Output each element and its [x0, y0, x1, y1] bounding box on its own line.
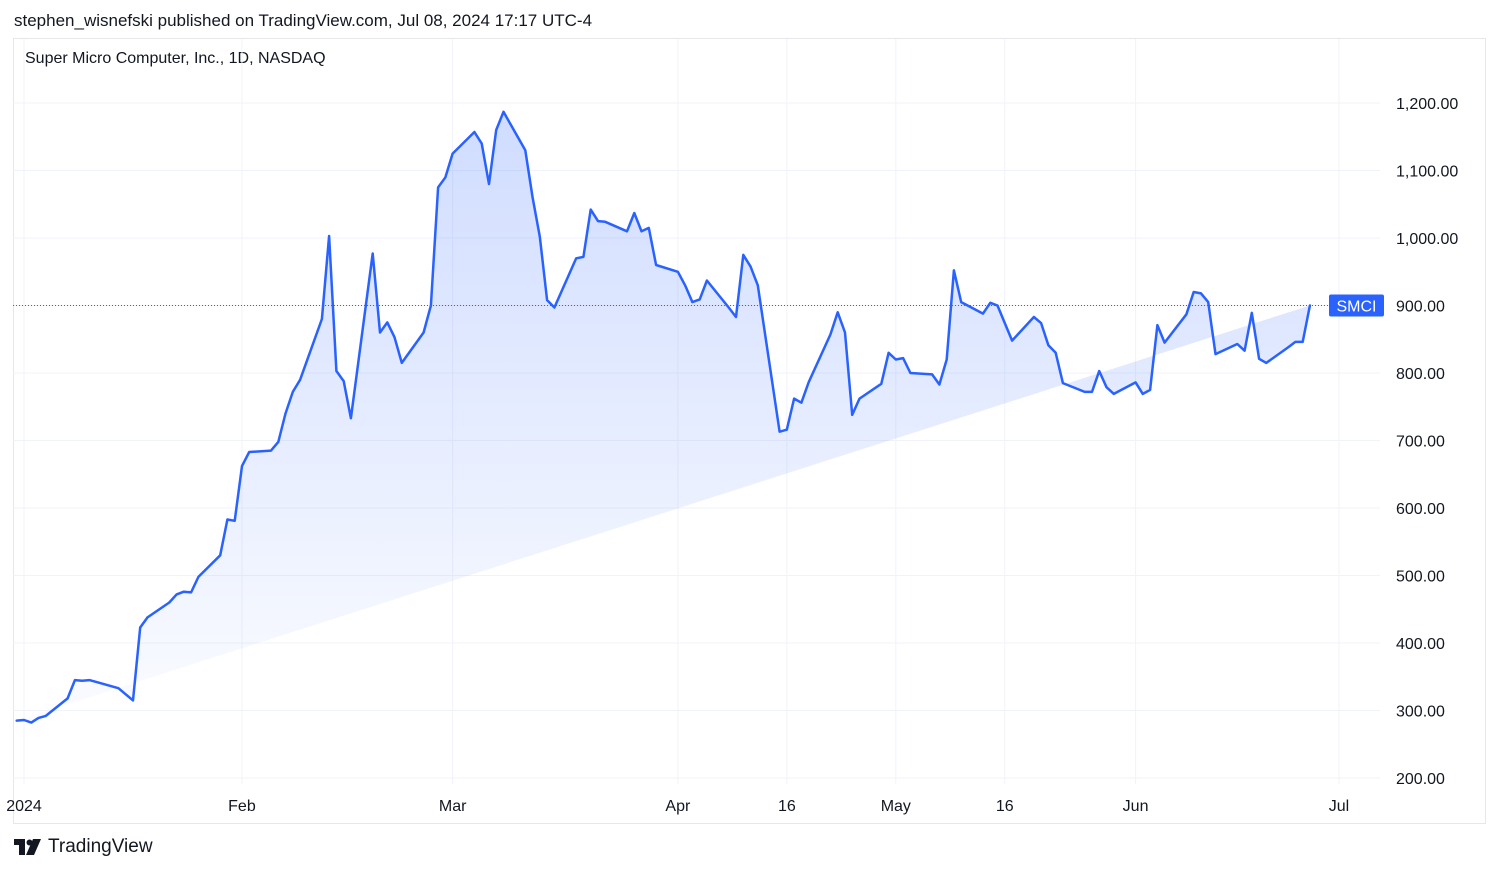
y-tick-label: 600.00 [1396, 501, 1445, 518]
x-tick-label: 16 [996, 798, 1014, 815]
y-tick-label: 400.00 [1396, 636, 1445, 653]
tradingview-brand: TradingView [48, 836, 153, 857]
x-tick-label: 16 [778, 798, 796, 815]
x-axis: 2024 Feb Mar Apr 16 May 16 Jun Jul [6, 798, 1349, 815]
x-tick-label: Jul [1329, 798, 1349, 815]
y-tick-label: 200.00 [1396, 771, 1445, 788]
x-tick-label: Jun [1123, 798, 1149, 815]
y-axis: 200.00 300.00 400.00 500.00 600.00 700.00 800.… [1396, 96, 1458, 788]
x-tick-label: Mar [439, 798, 467, 815]
chart-title: Super Micro Computer, Inc., 1D, NASDAQ [25, 50, 326, 67]
y-tick-label: 1,000.00 [1396, 231, 1458, 248]
tradingview-logo[interactable]: TradingView [14, 836, 153, 858]
x-tick-label: Feb [228, 798, 256, 815]
x-tick-label: May [881, 798, 911, 815]
price-series-line[interactable] [15, 110, 1312, 724]
y-tick-label: 300.00 [1396, 704, 1445, 721]
x-tick-label: Apr [665, 798, 691, 815]
symbol-label-badge [1329, 294, 1384, 317]
area-fill [16, 111, 1310, 723]
y-tick-label: 700.00 [1396, 434, 1445, 451]
y-tick-label: 500.00 [1396, 569, 1445, 586]
y-tick-label: 1,200.00 [1396, 96, 1458, 113]
x-tick-label: 2024 [6, 798, 42, 815]
tradingview-logo-icon [14, 839, 41, 855]
chart-frame [13, 38, 1486, 824]
y-tick-label: 900.00 [1396, 299, 1445, 316]
symbol-label: SMCI [1337, 299, 1377, 316]
y-tick-label: 1,100.00 [1396, 164, 1458, 181]
y-tick-label: 800.00 [1396, 366, 1445, 383]
publish-info: stephen_wisnefski published on TradingVi… [14, 11, 593, 30]
